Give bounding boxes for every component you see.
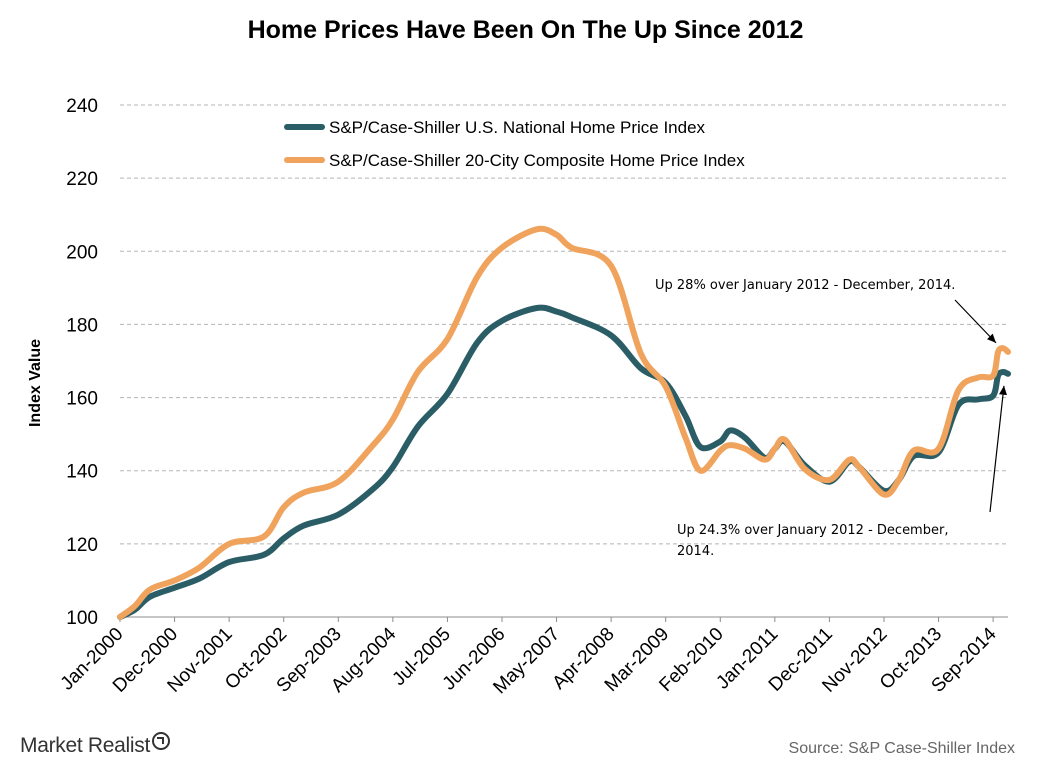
source-note: Source: S&P Case-Shiller Index bbox=[788, 740, 1015, 757]
series-lines bbox=[117, 225, 1011, 620]
y-axis-label: Index Value bbox=[27, 339, 44, 427]
annotation-20-city: Up 28% over January 2012 - December, 201… bbox=[655, 278, 955, 293]
legend: S&P/Case-Shiller U.S. National Home Pric… bbox=[284, 118, 745, 170]
y-tick-label: 120 bbox=[66, 535, 98, 556]
logo-mark-icon bbox=[152, 732, 171, 750]
y-tick-label: 200 bbox=[66, 242, 98, 263]
series-line-20-city bbox=[117, 225, 1011, 620]
y-axis: 100 120 140 160 180 200 220 240 bbox=[66, 96, 98, 629]
annotation-arrow-national bbox=[989, 385, 1007, 513]
y-tick-label: 180 bbox=[66, 315, 98, 336]
x-axis: Jan-2000Dec-2000Nov-2001Oct-2002Sep-2003… bbox=[57, 617, 1001, 698]
legend-entry: S&P/Case-Shiller U.S. National Home Pric… bbox=[329, 118, 706, 137]
annotation-national: Up 24.3% over January 2012 - December, 20… bbox=[677, 523, 948, 559]
logo-text: Market Realist bbox=[20, 734, 151, 757]
chart-title: Home Prices Have Been On The Up Since 20… bbox=[247, 16, 804, 44]
market-realist-logo: Market Realist bbox=[20, 732, 171, 758]
y-tick-label: 240 bbox=[66, 96, 98, 117]
y-tick-label: 220 bbox=[66, 169, 98, 190]
legend-entry: S&P/Case-Shiller 20-City Composite Home … bbox=[329, 151, 745, 170]
annotations: Up 28% over January 2012 - December, 201… bbox=[655, 278, 1007, 559]
gridlines bbox=[120, 104, 1008, 618]
series-line-national bbox=[117, 304, 1011, 620]
y-tick-label: 100 bbox=[66, 608, 98, 629]
annotation-arrow-20-city bbox=[954, 299, 997, 344]
y-tick-label: 140 bbox=[66, 462, 98, 483]
y-tick-label: 160 bbox=[66, 389, 98, 410]
